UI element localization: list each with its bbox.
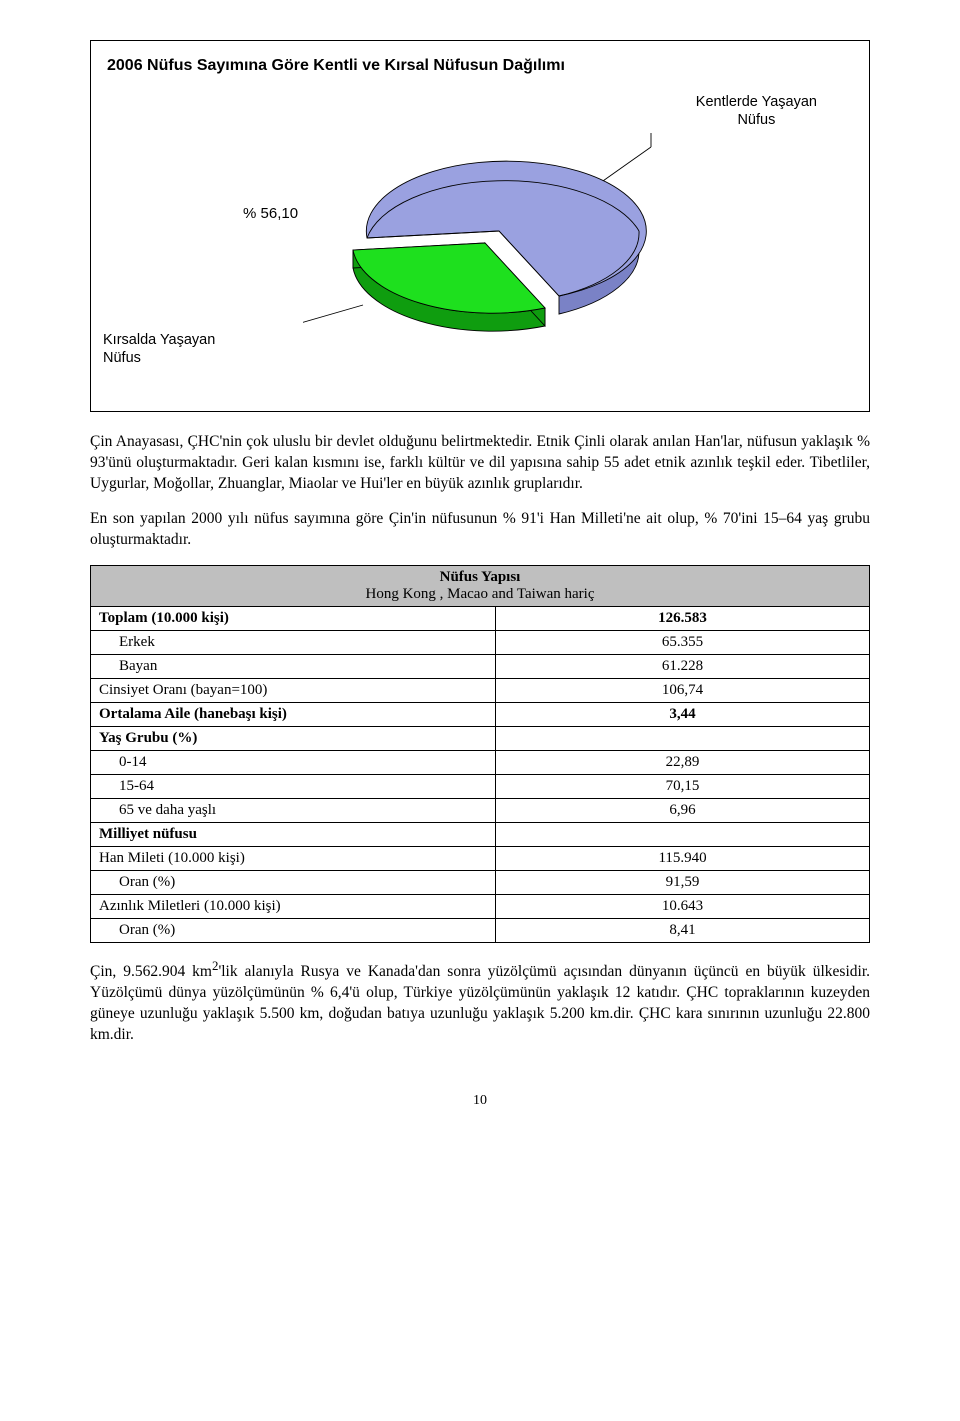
callout-line: Nüfus [737,112,775,128]
paragraph-3: Çin, 9.562.904 km2'lik alanıyla Rusya ve… [90,957,870,1046]
table-row: 0-1422,89 [91,750,870,774]
table-cell-value: 8,41 [496,918,870,942]
table-row: Oran (%)8,41 [91,918,870,942]
table-cell-label: Ortalama Aile (hanebaşı kişi) [91,702,496,726]
table-cell-label: Milliyet nüfusu [91,822,496,846]
table-cell-label: Han Mileti (10.000 kişi) [91,846,496,870]
table-row: 65 ve daha yaşlı6,96 [91,798,870,822]
table-cell-value: 6,96 [496,798,870,822]
table-cell-value: 106,74 [496,678,870,702]
table-cell-label: Oran (%) [91,918,496,942]
table-row: Toplam (10.000 kişi)126.583 [91,606,870,630]
table-cell-label: Oran (%) [91,870,496,894]
table-row: Yaş Grubu (%) [91,726,870,750]
table-title-line2: Hong Kong , Macao and Taiwan hariç [365,586,594,602]
table-cell-value: 126.583 [496,606,870,630]
table-cell-label: Toplam (10.000 kişi) [91,606,496,630]
callout-line: Kentlerde Yaşayan [696,94,817,110]
table-row: Cinsiyet Oranı (bayan=100)106,74 [91,678,870,702]
table-header-cell: Nüfus Yapısı Hong Kong , Macao and Taiwa… [91,565,870,606]
table-row: Oran (%)91,59 [91,870,870,894]
chart-title: 2006 Nüfus Sayımına Göre Kentli ve Kırsa… [107,57,857,75]
table-cell-value: 91,59 [496,870,870,894]
table-row: Bayan61.228 [91,654,870,678]
table-header-row: Nüfus Yapısı Hong Kong , Macao and Taiwa… [91,565,870,606]
table-title-line1: Nüfus Yapısı [440,569,521,585]
paragraph-1: Çin Anayasası, ÇHC'nin çok uluslu bir de… [90,432,870,495]
table-cell-value: 115.940 [496,846,870,870]
table-row: Han Mileti (10.000 kişi)115.940 [91,846,870,870]
nufus-yapisi-table: Nüfus Yapısı Hong Kong , Macao and Taiwa… [90,565,870,943]
table-cell-label: Yaş Grubu (%) [91,726,496,750]
table-row: Azınlık Miletleri (10.000 kişi)10.643 [91,894,870,918]
table-row: Milliyet nüfusu [91,822,870,846]
table-cell-value: 22,89 [496,750,870,774]
table-cell-label: Azınlık Miletleri (10.000 kişi) [91,894,496,918]
pct-label-kirsal: % 56,10 [243,205,298,222]
table-cell-label: 0-14 [91,750,496,774]
callout-line: Nüfus [103,350,141,366]
callout-line: Kırsalda Yaşayan [103,332,215,348]
table-cell-value: 3,44 [496,702,870,726]
table-cell-label: 15-64 [91,774,496,798]
table-cell-label: Cinsiyet Oranı (bayan=100) [91,678,496,702]
pie-svg [303,133,683,353]
table-cell-value [496,822,870,846]
table-cell-label: 65 ve daha yaşlı [91,798,496,822]
table-cell-value [496,726,870,750]
callout-kentlerde: Kentlerde Yaşayan Nüfus [696,93,817,129]
paragraph-2: En son yapılan 2000 yılı nüfus sayımına … [90,509,870,551]
pie-chart-box: 2006 Nüfus Sayımına Göre Kentli ve Kırsa… [90,40,870,412]
table-cell-label: Erkek [91,630,496,654]
table-row: 15-6470,15 [91,774,870,798]
table-cell-value: 10.643 [496,894,870,918]
table-cell-value: 70,15 [496,774,870,798]
pie-chart [303,133,683,358]
chart-area: Kentlerde Yaşayan Nüfus Kırsalda Yaşayan… [103,93,857,393]
table-row: Erkek65.355 [91,630,870,654]
page: 2006 Nüfus Sayımına Göre Kentli ve Kırsa… [0,0,960,1149]
callout-kirsalda: Kırsalda Yaşayan Nüfus [103,331,215,367]
page-number: 10 [90,1093,870,1109]
table-cell-value: 65.355 [496,630,870,654]
table-row: Ortalama Aile (hanebaşı kişi)3,44 [91,702,870,726]
table-cell-value: 61.228 [496,654,870,678]
table-cell-label: Bayan [91,654,496,678]
